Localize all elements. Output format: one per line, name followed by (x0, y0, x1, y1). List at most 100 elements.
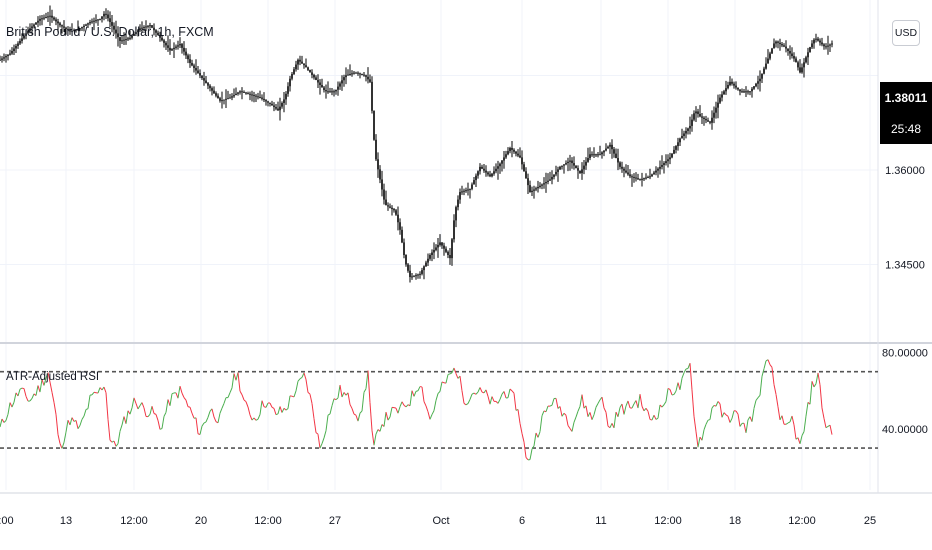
price-candle-body (283, 99, 285, 103)
rsi-line-segment (409, 390, 413, 406)
rsi-line-segment (613, 412, 617, 428)
price-candle-body (709, 121, 711, 123)
price-candle-body (445, 248, 447, 252)
price-candle-body (287, 86, 289, 94)
price-candle-body (23, 35, 25, 39)
rsi-line-segment (169, 393, 173, 406)
rsi-line-segment (109, 439, 113, 443)
rsi-line-segment (143, 407, 147, 417)
price-candle-body (521, 157, 523, 165)
price-candle-body (721, 94, 723, 98)
rsi-line-segment (663, 401, 667, 406)
price-candle-body (135, 32, 137, 34)
price-candle-body (77, 28, 79, 30)
rsi-line-segment (729, 418, 733, 423)
price-candle-body (585, 161, 587, 166)
rsi-line-segment (219, 407, 223, 414)
rsi-line-segment (635, 400, 639, 409)
price-candle-body (343, 77, 345, 81)
price-candle-body (607, 146, 609, 149)
rsi-line-segment (683, 368, 687, 374)
rsi-line-segment (299, 376, 303, 380)
price-candle-body (685, 130, 687, 134)
price-candle-body (331, 91, 333, 93)
price-candle-body (373, 110, 375, 140)
price-candle-body (103, 13, 105, 17)
price-candle-body (91, 21, 93, 23)
rsi-line-segment (523, 441, 527, 458)
rsi-line-segment (551, 398, 555, 406)
rsi-line-segment (535, 432, 539, 438)
rsi-line-segment (313, 418, 317, 433)
price-candle-body (139, 28, 141, 31)
price-candle-body (719, 97, 721, 103)
rsi-line-segment (781, 415, 785, 425)
rsi-line-segment (259, 400, 263, 415)
rsi-line-segment (51, 392, 55, 403)
rsi-line-segment (639, 394, 643, 407)
price-candle-body (379, 169, 381, 180)
rsi-line-segment (385, 412, 389, 421)
rsi-line-segment (161, 416, 165, 429)
rsi-line-segment (565, 415, 569, 426)
price-candle-body (237, 92, 239, 94)
price-candle-body (465, 190, 467, 192)
rsi-line-segment (811, 381, 815, 388)
price-candle-body (669, 157, 671, 160)
rsi-line-segment (677, 382, 681, 390)
rsi-line-segment (709, 407, 713, 420)
rsi-line-segment (819, 384, 823, 408)
currency-button[interactable]: USD (892, 20, 920, 46)
price-candle-body (593, 154, 595, 156)
price-candle-body (53, 17, 55, 20)
rsi-line-segment (467, 399, 471, 404)
price-candle-body (647, 176, 649, 178)
price-candle-body (111, 22, 113, 26)
price-candle-body (435, 247, 437, 250)
rsi-line-segment (463, 402, 467, 406)
rsi-line-segment (113, 440, 117, 447)
price-candle-body (119, 37, 121, 41)
rsi-line-segment (455, 373, 459, 379)
chart-title: British Pound / U.S. Dollar, 1h, FXCM (6, 25, 214, 39)
price-candle-body (295, 64, 297, 70)
price-candle-body (431, 252, 433, 255)
price-candle-body (319, 82, 321, 85)
price-candle-body (781, 44, 783, 46)
rsi-line-segment (239, 390, 243, 395)
price-candle-body (367, 76, 369, 80)
rsi-line-segment (719, 403, 723, 418)
price-candle-body (275, 107, 277, 109)
rsi-line-segment (231, 373, 235, 389)
rsi-line-segment (737, 414, 741, 427)
price-candle-body (809, 47, 811, 53)
price-candle-body (29, 28, 31, 31)
price-candle-body (55, 19, 57, 22)
rsi-line-segment (361, 392, 365, 412)
price-candle-body (121, 40, 123, 42)
bar-countdown: 25:48 (890, 121, 922, 136)
rsi-line-segment (81, 415, 85, 420)
price-candle-body (165, 42, 167, 46)
rsi-line-segment (717, 401, 721, 405)
rsi-line-segment (103, 386, 107, 393)
rsi-line-segment (789, 415, 793, 423)
rsi-line-segment (211, 408, 215, 418)
price-candle-body (673, 149, 675, 154)
price-candle-body (515, 151, 517, 154)
price-candle-body (221, 100, 223, 102)
price-candle-body (81, 27, 83, 29)
rsi-line-segment (743, 423, 747, 433)
price-candle-body (501, 160, 503, 164)
price-candle-body (397, 214, 399, 223)
price-candle-body (385, 199, 387, 206)
rsi-line-segment (131, 397, 135, 409)
rsi-line-segment (199, 426, 203, 435)
price-candle-body (57, 21, 59, 24)
rsi-line-segment (691, 389, 695, 417)
price-candle-body (101, 16, 103, 19)
price-candle-body (649, 176, 651, 178)
rsi-line-segment (31, 393, 35, 399)
price-candle-body (825, 46, 827, 48)
price-candle-body (69, 30, 71, 32)
